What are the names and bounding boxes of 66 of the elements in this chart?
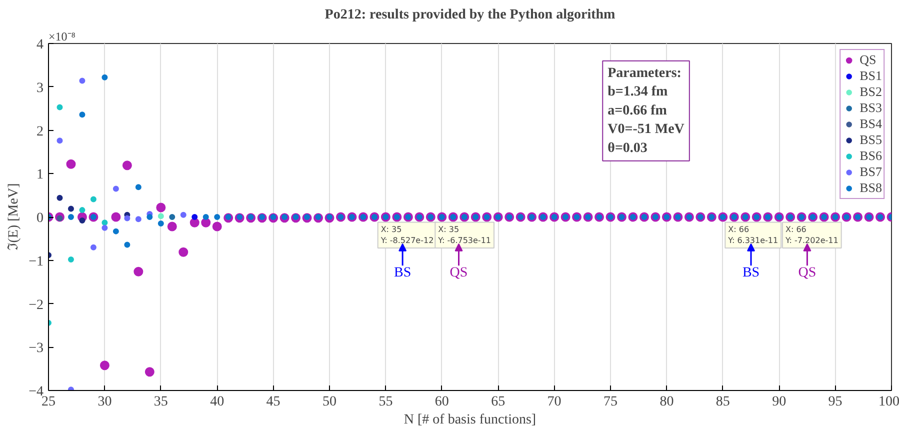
x-tick-label: 25 [42,394,56,410]
point [90,196,96,202]
annotation: BS [394,266,412,281]
chart-title: Po212: results provided by the Python algorithm [324,8,616,22]
x-tick-label: 45 [266,394,280,410]
point [192,214,198,220]
point [180,212,186,218]
point [158,213,164,220]
y-tick-label: 2 [36,124,44,140]
x-tick-label: 95 [828,394,842,410]
annotation: X: 66 Y: 6.331e-11 [727,225,778,246]
legend-label: BS6 [860,148,882,164]
legend-label: BS1 [860,68,882,84]
point [56,104,63,110]
y-tick-label: −4 [28,384,44,400]
x-tick-label: 55 [378,394,393,410]
x-tick-label: 30 [98,394,112,410]
annotation: X: 35 Y: -6.753e-11 [437,225,491,246]
legend-label: BS4 [860,116,882,132]
annotation: QS [450,266,468,281]
legend-label: BS2 [860,84,882,100]
annotation: QS [798,266,816,281]
legend-label: BS3 [860,100,882,116]
y-tick-label: −2 [28,298,44,313]
point [112,186,119,192]
x-tick-label: 90 [772,394,786,410]
point [68,206,74,212]
point [79,207,86,214]
y-tick-label: 4 [36,38,44,52]
legend-label: QS [860,52,878,68]
legend-label: BS7 [860,164,882,180]
point [56,138,63,144]
y-tick-label: 0 [36,211,44,226]
point [68,256,74,263]
y-tick-label: 1 [36,168,44,183]
x-tick-label: 65 [491,394,506,410]
point [79,217,86,224]
annotation: X: 66 Y: -7.202e-11 [784,225,838,246]
y-axis-title: ℑ(E) [MeV] [6,183,22,251]
y-tick-label: −1 [28,254,44,270]
point [56,194,63,201]
annotation: Parameters: b=1.34 fm a=0.66 fm V0=-51 MeV θ=0.03 [608,66,684,156]
point [135,216,142,222]
point [169,214,176,220]
x-tick-label: 85 [716,394,730,410]
x-tick-label: 50 [322,394,336,410]
annotation: BS [742,266,760,281]
y-tick-label: −3 [28,341,44,356]
x-tick-label: 40 [210,394,224,410]
x-tick-label: 35 [154,394,168,410]
legend-label: BS5 [860,132,882,148]
annotation: X: 35 Y: -8.527e-12 [380,225,434,246]
point [124,215,130,222]
x-tick-label: 60 [434,394,449,410]
y-tick-label: 3 [36,80,44,96]
annotation: ×10⁻⁸ [48,30,76,44]
point [102,220,108,226]
x-axis-title: N [# of basis functions] [404,412,536,428]
x-tick-label: 75 [604,394,618,410]
x-tick-label: 70 [547,394,562,410]
legend-label: BS8 [860,180,882,196]
point [102,224,108,231]
x-tick-label: 80 [660,394,674,410]
point [79,78,86,84]
point [90,244,96,250]
x-tick-label: 100 [878,394,899,410]
